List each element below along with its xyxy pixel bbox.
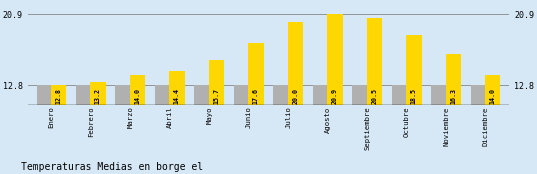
Bar <box>248 43 264 105</box>
Bar <box>169 71 185 105</box>
Text: 12.8: 12.8 <box>55 88 61 104</box>
Text: 20.9: 20.9 <box>332 88 338 104</box>
Bar <box>327 14 343 105</box>
Bar <box>37 85 50 105</box>
Bar <box>431 85 446 105</box>
Bar <box>485 75 500 105</box>
Bar <box>392 85 406 105</box>
Text: 15.7: 15.7 <box>213 88 220 104</box>
Text: 18.5: 18.5 <box>411 88 417 104</box>
Bar <box>352 85 367 105</box>
Bar <box>446 54 461 105</box>
Text: 20.5: 20.5 <box>371 88 378 104</box>
Bar <box>367 18 382 105</box>
Bar <box>406 35 422 105</box>
Bar <box>130 75 145 105</box>
Bar <box>313 85 327 105</box>
Text: Temperaturas Medias en borge el: Temperaturas Medias en borge el <box>21 162 204 172</box>
Bar <box>90 82 106 105</box>
Bar <box>194 85 209 105</box>
Text: 16.3: 16.3 <box>451 88 456 104</box>
Bar <box>288 22 303 105</box>
Bar <box>209 60 224 105</box>
Bar <box>155 85 169 105</box>
Text: 13.2: 13.2 <box>95 88 101 104</box>
Text: 17.6: 17.6 <box>253 88 259 104</box>
Text: 14.0: 14.0 <box>490 88 496 104</box>
Text: 14.4: 14.4 <box>174 88 180 104</box>
Text: 14.0: 14.0 <box>134 88 140 104</box>
Bar <box>115 85 130 105</box>
Bar <box>234 85 248 105</box>
Bar <box>76 85 90 105</box>
Bar <box>273 85 288 105</box>
Bar <box>50 85 66 105</box>
Bar <box>471 85 485 105</box>
Text: 20.0: 20.0 <box>292 88 299 104</box>
